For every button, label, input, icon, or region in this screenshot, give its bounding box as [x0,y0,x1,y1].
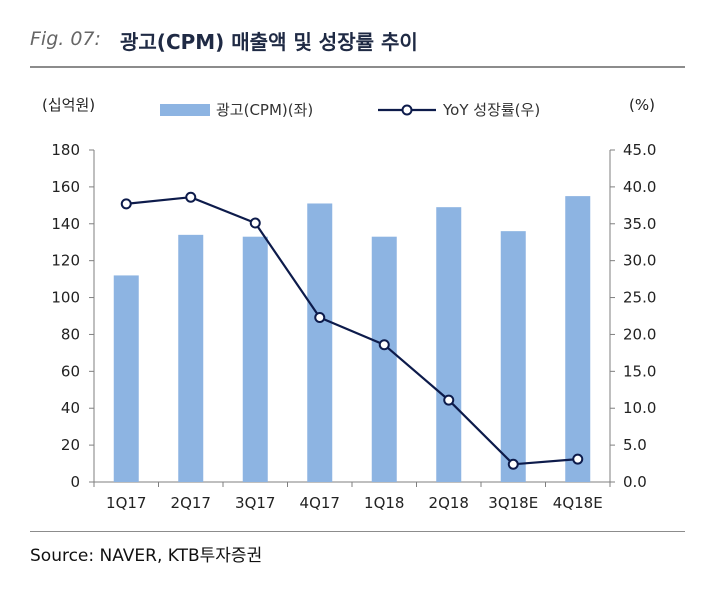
bar [242,236,268,482]
right-tick-label: 30.0 [623,252,656,270]
line-series [120,191,584,470]
left-tick-label: 100 [51,289,80,307]
left-tick-label: 60 [61,362,80,380]
figure-number: Fig. 07: [30,28,101,50]
line-point [314,311,326,323]
x-tick-label: 4Q17 [300,494,340,512]
bar [371,236,397,482]
right-tick-label: 10.0 [623,399,656,417]
x-tick-label: 1Q17 [106,494,146,512]
right-tick-label: 45.0 [623,141,656,159]
x-tick-label: 3Q18E [488,494,538,512]
top-rule [30,66,685,68]
legend-bar-label: 광고(CPM)(좌) [216,101,313,119]
line-point [249,217,261,229]
legend-line-label: YoY 성장률(우) [442,101,540,119]
left-tick-label: 180 [51,141,80,159]
right-tick-label: 35.0 [623,215,656,233]
x-tick-label: 2Q17 [171,494,211,512]
x-tick-label: 1Q18 [364,494,404,512]
bar [178,234,204,482]
right-tick-label: 20.0 [623,325,656,343]
left-tick-label: 140 [51,215,80,233]
chart-labels: 0 20 40 60 80 100 120 140 160 180 0.0 5.0 10.0 15.0 20… [42,96,656,512]
left-tick-label: 120 [51,252,80,270]
left-tick-label: 40 [61,399,80,417]
line-point [378,339,390,351]
right-tick-label: 15.0 [623,362,656,380]
bar [307,203,333,482]
line-point [572,453,584,465]
left-tick-label: 20 [61,436,80,454]
right-tick-label: 25.0 [623,289,656,307]
right-unit-label: (%) [629,96,655,114]
figure-header: Fig. 07: 광고(CPM) 매출액 및 성장률 추이 [30,22,690,62]
bar [113,275,139,482]
bar [500,231,526,482]
bar-series [113,196,591,482]
x-tick-label: 2Q18 [429,494,469,512]
chart-legend: 광고(CPM)(좌) YoY 성장률(우) [160,101,540,119]
legend-line-marker [401,104,413,116]
series-line [126,196,578,466]
source-note: Source: NAVER, KTB투자증권 [30,546,263,566]
figure-title: 광고(CPM) 매출액 및 성장률 추이 [120,30,418,54]
x-tick-label: 4Q18E [553,494,603,512]
x-tick-label: 3Q17 [235,494,275,512]
line-point [185,191,197,203]
right-tick-label: 0.0 [623,473,647,491]
bottom-rule [30,531,685,532]
left-unit-label: (십억원) [42,96,95,114]
left-tick-label: 0 [70,473,80,491]
right-tick-label: 5.0 [623,436,647,454]
legend-bar-swatch [160,104,210,116]
bar [436,207,462,482]
bar [565,196,591,482]
left-tick-label: 160 [51,178,80,196]
right-tick-label: 40.0 [623,178,656,196]
line-point [120,198,132,210]
line-point [507,458,519,470]
line-point [443,394,455,406]
left-tick-label: 80 [61,325,80,343]
